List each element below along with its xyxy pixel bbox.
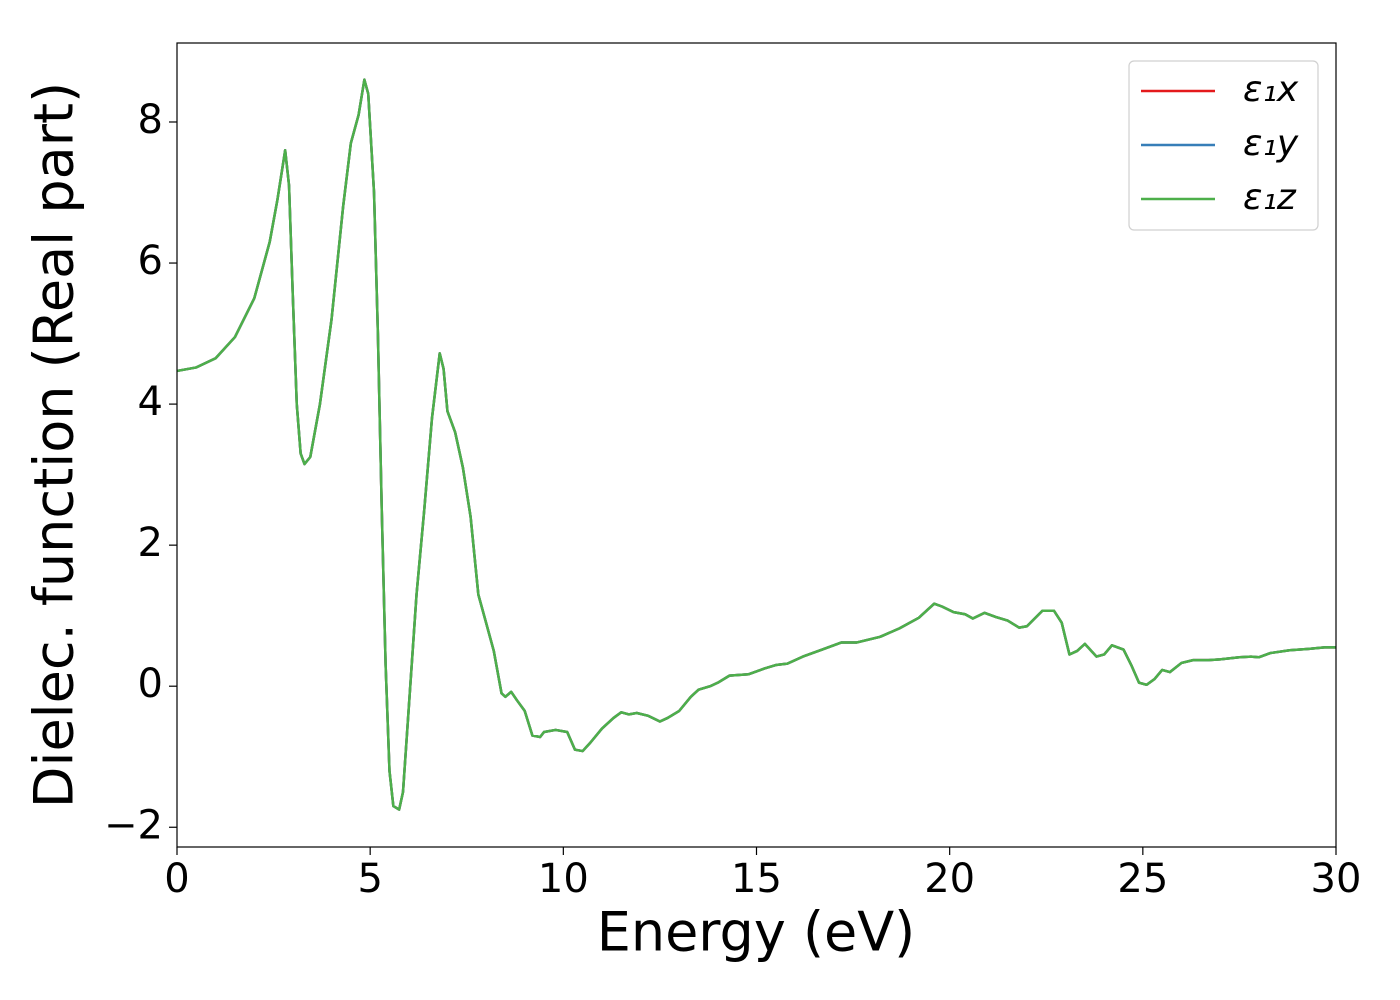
y-tick-label: 0 [138, 661, 163, 707]
y-tick-label: 8 [138, 97, 163, 143]
legend-label: ε₁x [1243, 69, 1299, 110]
y-axis-label: Dielec. function (Real part) [23, 82, 86, 808]
plot-frame [176, 42, 1337, 848]
x-tick-label: 30 [1311, 856, 1362, 902]
x-tick-label: 15 [731, 856, 782, 902]
x-tick-label: 20 [924, 856, 975, 902]
y-tick-label: 6 [138, 238, 163, 284]
x-axis-label: Energy (eV) [597, 901, 916, 964]
x-tick-label: 0 [164, 856, 189, 902]
legend-label: ε₁y [1243, 123, 1299, 164]
x-tick-label: 25 [1117, 856, 1168, 902]
y-tick-label: −2 [104, 802, 163, 848]
series-line [176, 78, 1336, 811]
legend-label: ε₁z [1243, 177, 1297, 218]
x-tick-label: 5 [357, 856, 382, 902]
y-tick-label: 4 [138, 379, 163, 425]
x-tick-label: 10 [538, 856, 589, 902]
legend-box [1128, 60, 1319, 231]
y-tick-label: 2 [138, 520, 163, 566]
